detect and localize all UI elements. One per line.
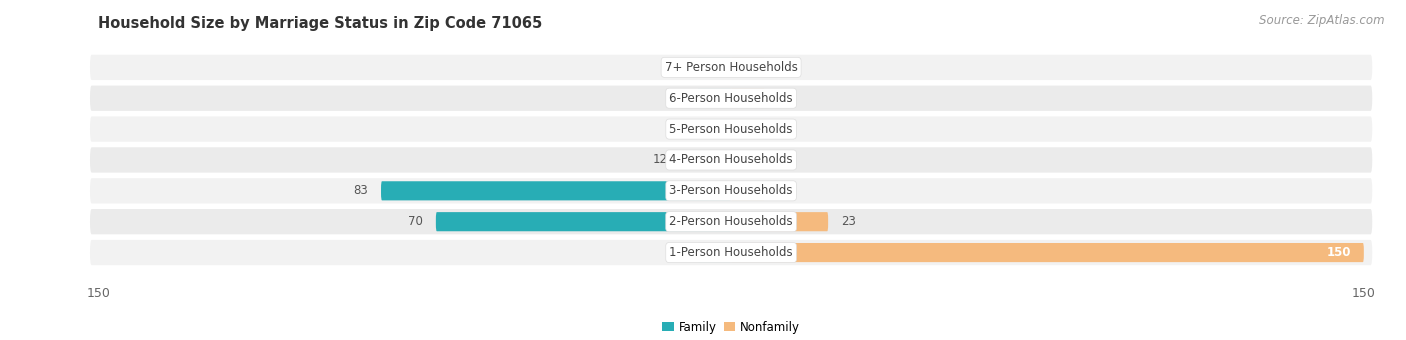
FancyBboxPatch shape bbox=[731, 243, 1364, 262]
Text: 4-Person Households: 4-Person Households bbox=[669, 153, 793, 167]
FancyBboxPatch shape bbox=[697, 120, 731, 139]
Text: 0: 0 bbox=[778, 123, 785, 136]
Text: 0: 0 bbox=[678, 246, 685, 259]
FancyBboxPatch shape bbox=[90, 209, 1372, 234]
FancyBboxPatch shape bbox=[697, 89, 731, 108]
Text: 3-Person Households: 3-Person Households bbox=[669, 184, 793, 197]
Text: 23: 23 bbox=[841, 215, 856, 228]
Text: 0: 0 bbox=[778, 153, 785, 167]
Text: 5-Person Households: 5-Person Households bbox=[669, 123, 793, 136]
FancyBboxPatch shape bbox=[697, 58, 731, 77]
Text: 6-Person Households: 6-Person Households bbox=[669, 92, 793, 105]
FancyBboxPatch shape bbox=[731, 89, 765, 108]
FancyBboxPatch shape bbox=[731, 150, 765, 170]
FancyBboxPatch shape bbox=[681, 150, 731, 170]
FancyBboxPatch shape bbox=[731, 181, 765, 200]
Text: 1-Person Households: 1-Person Households bbox=[669, 246, 793, 259]
FancyBboxPatch shape bbox=[90, 116, 1372, 142]
FancyBboxPatch shape bbox=[731, 58, 765, 77]
FancyBboxPatch shape bbox=[90, 147, 1372, 173]
Text: 2-Person Households: 2-Person Households bbox=[669, 215, 793, 228]
Legend: Family, Nonfamily: Family, Nonfamily bbox=[658, 316, 804, 339]
FancyBboxPatch shape bbox=[731, 120, 765, 139]
Text: Household Size by Marriage Status in Zip Code 71065: Household Size by Marriage Status in Zip… bbox=[98, 16, 543, 31]
Text: 12: 12 bbox=[652, 153, 668, 167]
Text: 7+ Person Households: 7+ Person Households bbox=[665, 61, 797, 74]
Text: 70: 70 bbox=[408, 215, 423, 228]
Text: 150: 150 bbox=[1327, 246, 1351, 259]
FancyBboxPatch shape bbox=[436, 212, 731, 231]
FancyBboxPatch shape bbox=[90, 86, 1372, 111]
Text: 1: 1 bbox=[678, 61, 685, 74]
FancyBboxPatch shape bbox=[90, 240, 1372, 265]
Text: 0: 0 bbox=[778, 61, 785, 74]
FancyBboxPatch shape bbox=[90, 55, 1372, 80]
Text: Source: ZipAtlas.com: Source: ZipAtlas.com bbox=[1260, 14, 1385, 27]
Text: 0: 0 bbox=[678, 92, 685, 105]
Text: 0: 0 bbox=[778, 92, 785, 105]
FancyBboxPatch shape bbox=[90, 178, 1372, 203]
Text: 0: 0 bbox=[778, 184, 785, 197]
FancyBboxPatch shape bbox=[697, 243, 731, 262]
Text: 83: 83 bbox=[354, 184, 368, 197]
Text: 0: 0 bbox=[678, 123, 685, 136]
FancyBboxPatch shape bbox=[731, 212, 828, 231]
FancyBboxPatch shape bbox=[381, 181, 731, 200]
